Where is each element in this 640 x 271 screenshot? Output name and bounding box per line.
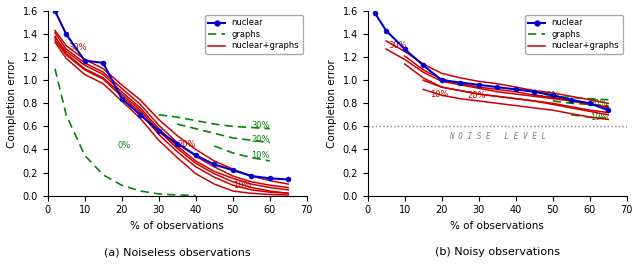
Text: 30%: 30%	[388, 41, 406, 50]
Text: 10%: 10%	[252, 151, 270, 160]
Text: (b) Noisy observations: (b) Noisy observations	[435, 247, 560, 257]
Text: 10%: 10%	[233, 181, 252, 190]
Text: 30%: 30%	[541, 91, 560, 100]
Text: 10%: 10%	[431, 89, 449, 99]
Legend: nuclear, graphs, nuclear+graphs: nuclear, graphs, nuclear+graphs	[525, 15, 623, 54]
Text: 20%: 20%	[590, 99, 609, 108]
Text: N O I S E   L E V E L: N O I S E L E V E L	[449, 132, 546, 141]
Y-axis label: Completion error: Completion error	[7, 59, 17, 148]
Text: 30%: 30%	[68, 43, 86, 52]
Y-axis label: Completion error: Completion error	[327, 59, 337, 148]
Text: 10%: 10%	[590, 113, 609, 122]
Text: 20%: 20%	[177, 140, 196, 149]
Text: (a) Noiseless observations: (a) Noiseless observations	[104, 247, 250, 257]
Text: 20%: 20%	[252, 135, 270, 144]
Text: 30%: 30%	[252, 121, 270, 130]
X-axis label: % of observations: % of observations	[131, 221, 224, 231]
Text: 0%: 0%	[118, 141, 131, 150]
X-axis label: % of observations: % of observations	[451, 221, 544, 231]
Text: 20%: 20%	[468, 91, 486, 100]
Legend: nuclear, graphs, nuclear+graphs: nuclear, graphs, nuclear+graphs	[205, 15, 303, 54]
